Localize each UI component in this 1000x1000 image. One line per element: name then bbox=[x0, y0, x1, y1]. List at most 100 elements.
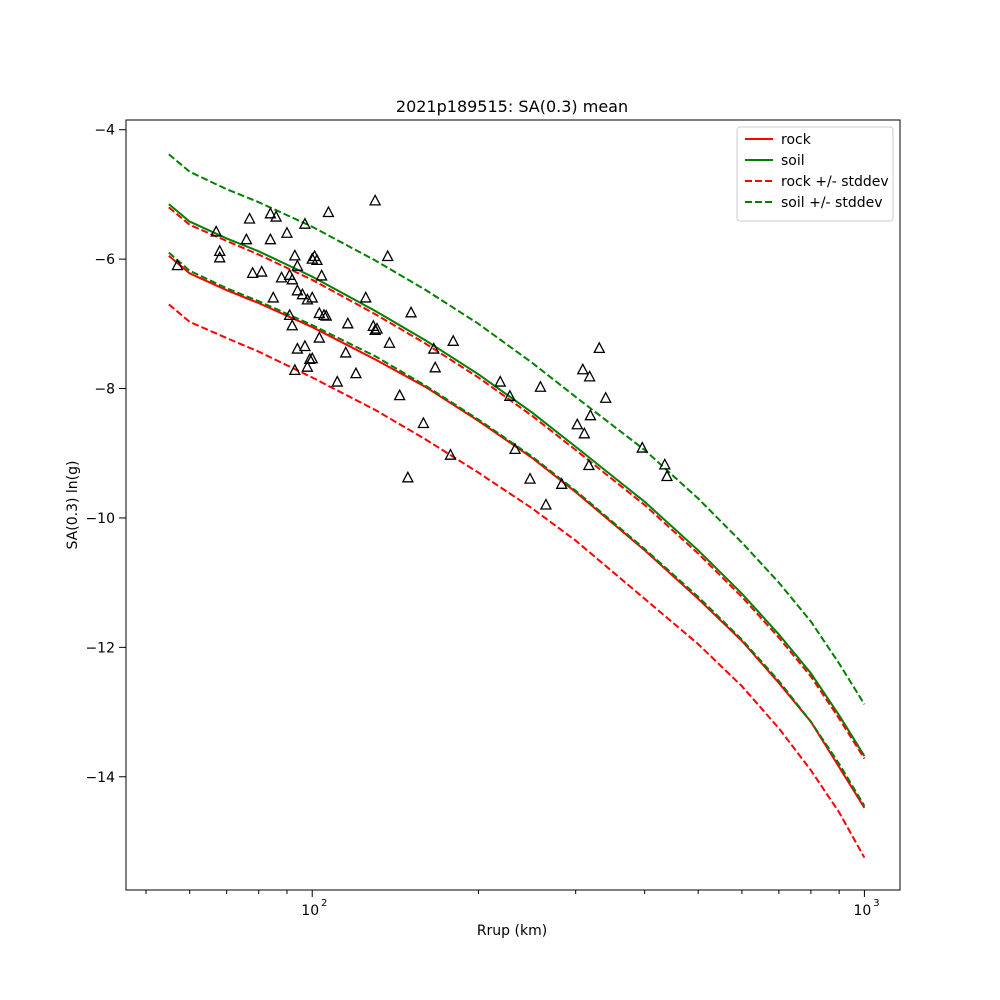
scatter-point bbox=[213, 250, 226, 263]
x-tick-exponent: 2 bbox=[321, 898, 327, 909]
scatter-point bbox=[286, 272, 299, 285]
scatter-point bbox=[444, 448, 457, 460]
scatter-point bbox=[578, 426, 591, 439]
legend-label: soil bbox=[781, 153, 805, 169]
x-axis-title: Rrup (km) bbox=[477, 923, 547, 939]
chart-title: 2021p189515: SA(0.3) mean bbox=[396, 97, 628, 116]
legend-box bbox=[736, 126, 894, 222]
y-tick-label: −4 bbox=[94, 123, 115, 139]
scatter-point bbox=[339, 346, 352, 358]
scatter-point bbox=[534, 380, 547, 392]
y-tick-label: −14 bbox=[85, 770, 115, 786]
scatter-point bbox=[636, 441, 649, 453]
scatter-point bbox=[310, 253, 324, 266]
legend-label: rock bbox=[781, 132, 812, 148]
scatter-point bbox=[264, 232, 277, 245]
scatter-point bbox=[523, 472, 537, 484]
legend-label: soil +/- stddev bbox=[781, 195, 883, 211]
scatter-point bbox=[288, 363, 301, 376]
y-tick-label: −10 bbox=[85, 511, 115, 527]
series-line-2 bbox=[168, 206, 866, 760]
scatter-point bbox=[275, 270, 288, 283]
scatter-point bbox=[280, 226, 294, 238]
scatter-point bbox=[298, 217, 311, 229]
scatter-point bbox=[599, 391, 612, 403]
scatter-point bbox=[417, 416, 430, 429]
scatter-point bbox=[210, 225, 223, 237]
scatter-point bbox=[381, 249, 394, 262]
y-tick-label: −6 bbox=[94, 252, 115, 268]
scatter-point bbox=[503, 389, 516, 401]
scatter-point bbox=[264, 206, 277, 219]
x-axis: 10 2 10 3 bbox=[145, 890, 880, 919]
scatter-point bbox=[383, 336, 396, 348]
scatter-point bbox=[349, 366, 363, 379]
scatter-point bbox=[508, 442, 522, 455]
scatter-point bbox=[401, 470, 414, 483]
scatter-point bbox=[286, 318, 299, 331]
legend-label: rock +/- stddev bbox=[781, 174, 889, 190]
scatter-point bbox=[306, 291, 319, 303]
scatter-point bbox=[341, 316, 354, 329]
scatter-point bbox=[298, 339, 311, 352]
scatter-point bbox=[296, 287, 309, 300]
scatter-point bbox=[288, 248, 301, 261]
series-line-4 bbox=[168, 153, 866, 705]
scatter-point bbox=[267, 291, 280, 303]
scatter-point bbox=[322, 205, 335, 218]
scatter-point bbox=[582, 458, 595, 471]
scatter-point bbox=[320, 309, 333, 321]
scatter-point bbox=[555, 477, 568, 489]
scatter-point bbox=[255, 265, 268, 277]
scatter-point bbox=[660, 469, 674, 482]
scatter-point bbox=[369, 193, 382, 206]
y-tick-label: −12 bbox=[85, 640, 115, 656]
scatter-point bbox=[576, 362, 589, 375]
scatter-point bbox=[359, 291, 372, 303]
x-tick-label: 10 bbox=[853, 903, 871, 919]
scatter-point bbox=[331, 375, 344, 387]
scatter-point bbox=[369, 323, 382, 335]
legend: rock soil rock +/- stddev soil +/- stddev bbox=[736, 126, 894, 222]
series-line-3 bbox=[168, 303, 866, 859]
scatter-point bbox=[171, 258, 184, 271]
scatter-point bbox=[494, 375, 507, 387]
scatter-point bbox=[429, 360, 442, 373]
scatter-point bbox=[370, 322, 384, 334]
scatter-point bbox=[404, 305, 418, 318]
scatter-point bbox=[246, 266, 259, 279]
scatter-point bbox=[584, 408, 597, 421]
y-tick-label: −8 bbox=[94, 382, 115, 398]
scatter-point bbox=[306, 351, 319, 364]
plot-frame bbox=[125, 119, 901, 891]
scatter-point bbox=[313, 331, 326, 343]
scatter-point bbox=[393, 388, 406, 401]
scatter-point bbox=[427, 342, 440, 354]
scatter-point bbox=[447, 334, 460, 346]
y-axis-title: SA(0.3) ln(g) bbox=[65, 461, 81, 550]
scatter-point bbox=[213, 244, 226, 257]
scatter-point bbox=[301, 292, 314, 305]
scatter-point bbox=[593, 341, 606, 354]
scatter-point bbox=[283, 308, 296, 321]
scatter-point bbox=[571, 417, 584, 430]
scatter-point bbox=[291, 342, 304, 354]
scatter-point bbox=[269, 210, 283, 222]
series-line-5 bbox=[168, 251, 866, 807]
series-lines bbox=[168, 153, 866, 859]
scatter-point bbox=[291, 259, 304, 271]
y-axis: −4 −6 −8 −10 −12 −14 bbox=[85, 123, 126, 786]
plot-area bbox=[168, 153, 866, 859]
scatter-point bbox=[658, 457, 671, 470]
x-tick-label: 10 bbox=[301, 903, 319, 919]
scatter-point bbox=[291, 283, 304, 296]
scatter-points bbox=[171, 193, 674, 510]
scatter-point bbox=[583, 369, 596, 382]
scatter-point bbox=[243, 212, 256, 224]
scatter-point bbox=[240, 232, 253, 245]
x-tick-exponent: 3 bbox=[873, 898, 879, 909]
scatter-point bbox=[301, 360, 314, 372]
series-line-1 bbox=[168, 203, 866, 757]
scatter-point bbox=[539, 498, 553, 510]
